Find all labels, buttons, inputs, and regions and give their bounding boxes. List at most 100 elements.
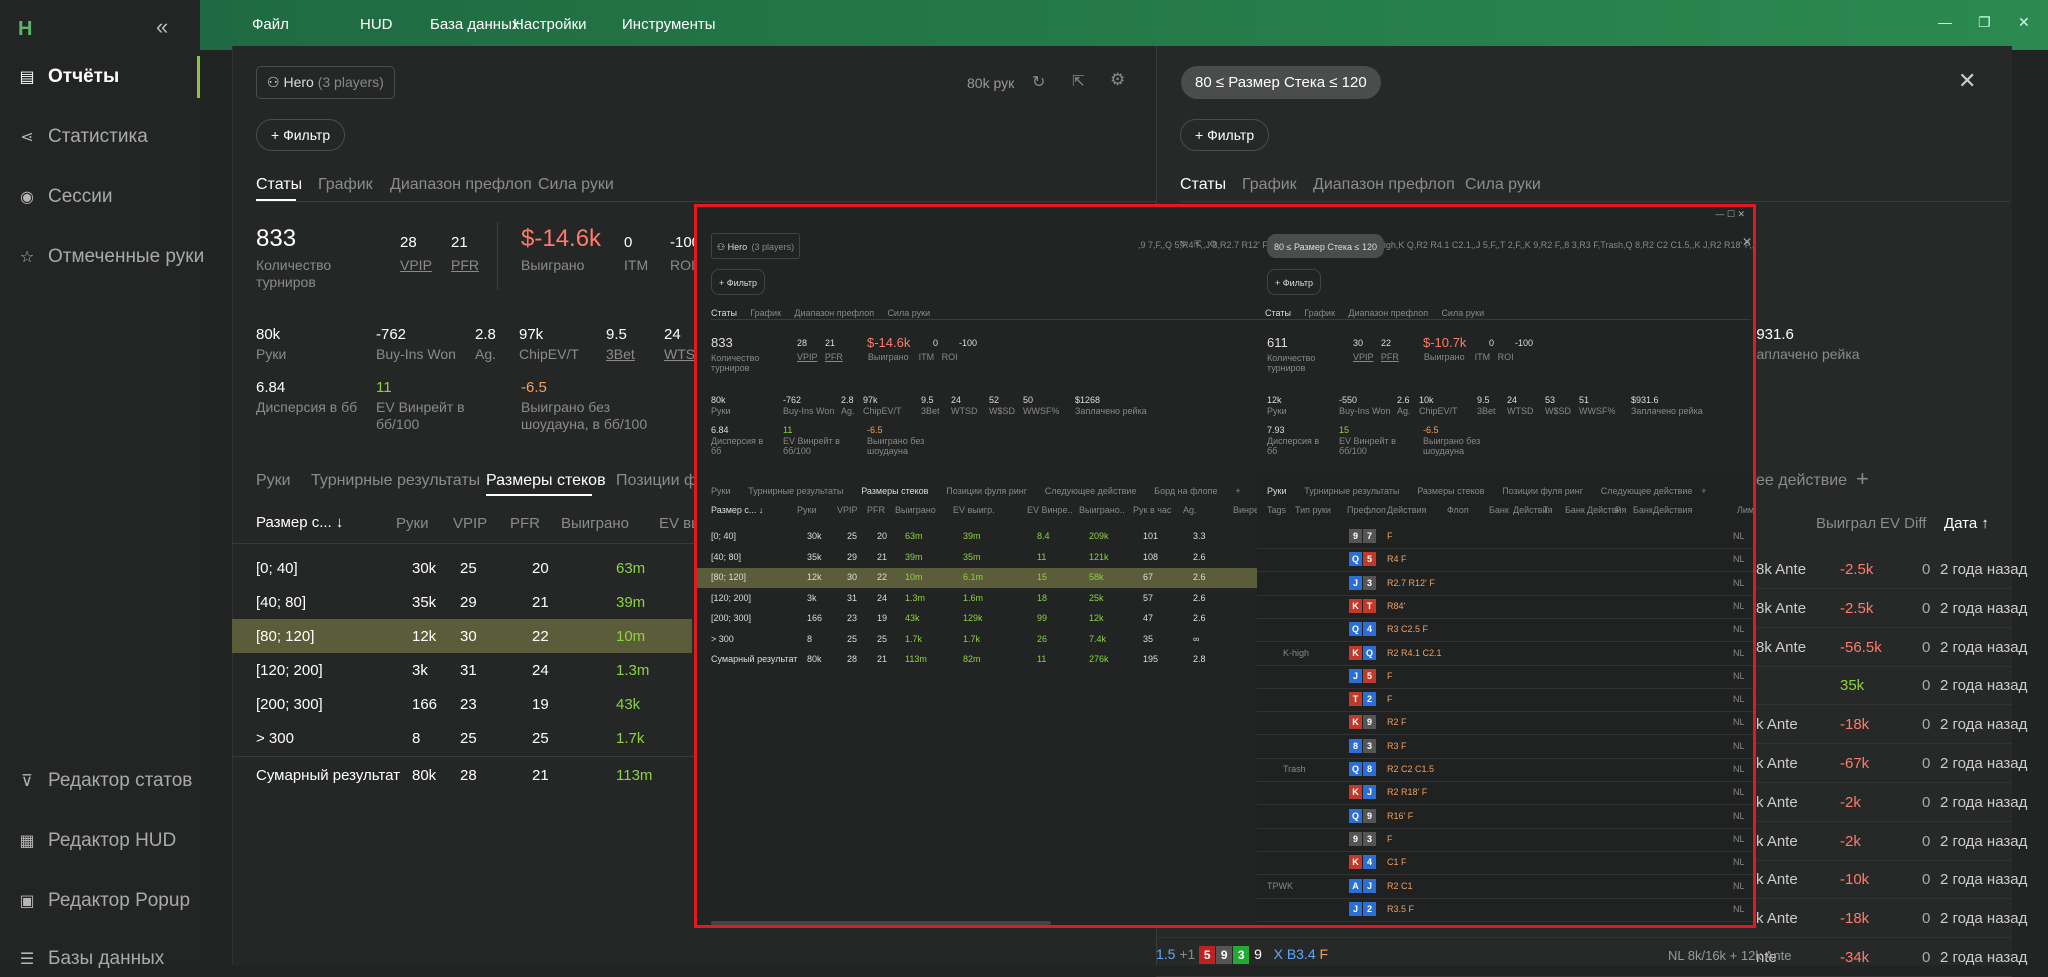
rake-value: $931.6 <box>1748 326 1794 343</box>
inset-cell: 47 <box>1143 613 1154 623</box>
inset-cell: 63m <box>905 531 923 541</box>
player-selector[interactable]: ⚇ Hero (3 players) <box>256 66 395 99</box>
collapse-sidebar-icon[interactable]: « <box>156 14 169 39</box>
menu-file[interactable]: Файл <box>252 16 289 33</box>
embedded-screenshot: — ☐ ✕ ⚇ Hero (3 players) ,9 7,F,,Q 5,R4 … <box>694 204 1756 928</box>
inset-cell: 11 <box>1037 551 1047 562</box>
tab-hand-strength-right[interactable]: Сила руки <box>1465 176 1541 193</box>
table-row[interactable]: [120; 200] 3k 31 24 1.3m <box>256 662 650 679</box>
minimize-icon[interactable]: — <box>1938 14 1952 30</box>
col-hands[interactable]: Руки <box>396 515 429 532</box>
inset-hand-row <box>1257 597 1753 619</box>
table-row[interactable]: [40; 80] 35k 29 21 39m <box>256 594 646 611</box>
nav-item-reports[interactable]: ▤ Отчёты <box>16 66 119 88</box>
hand-cell: 2 года назад <box>1940 949 2028 966</box>
inset-limit: NL <box>1733 600 1745 611</box>
table-row[interactable]: > 300 8 25 25 1.7k <box>256 730 645 747</box>
hand-cell: k Ante <box>1756 793 1798 811</box>
inset-cell: 3k <box>807 592 817 603</box>
nav-item-stat-editor[interactable]: ⊽ Редактор статов <box>16 770 192 792</box>
inset-preflop-action: R3.5 F <box>1387 903 1415 914</box>
subtab-positions[interactable]: Позиции фу <box>616 472 705 489</box>
col-won[interactable]: Выиграно <box>561 515 629 532</box>
inset-cell: 209k <box>1089 531 1109 541</box>
col-stack-size[interactable]: Размер с... ↓ <box>256 514 344 531</box>
tab-hand-strength[interactable]: Сила руки <box>538 176 614 193</box>
menu-settings[interactable]: Настройки <box>513 16 587 33</box>
col-winnings[interactable]: Выиграл <box>1816 515 1877 532</box>
nav-item-sessions[interactable]: ◉ Сессии <box>16 186 113 208</box>
hand-row[interactable]: k Ante -18k 0 2 года назад <box>1156 900 2027 939</box>
subtab-tournament-results[interactable]: Турнирные результаты <box>311 472 481 489</box>
table-row-selected[interactable]: [80; 120] 12k 30 22 10m <box>232 619 692 653</box>
col-pfr[interactable]: PFR <box>510 515 540 532</box>
nav-item-statistics[interactable]: ⋖ Статистика <box>16 126 148 148</box>
inset-stat-value: 7.93 <box>1267 425 1285 435</box>
inset-cell: 8.4 <box>1037 531 1050 541</box>
menu-hud[interactable]: HUD <box>360 16 393 33</box>
inset-cell: 21 <box>877 551 888 562</box>
active-filter-pill[interactable]: 80 ≤ Размер Стека ≤ 120 <box>1181 66 1381 99</box>
inset-stat-label: ChipEV/T <box>863 406 902 416</box>
hand-row[interactable]: 8k Ante -2.5k 0 2 года назад <box>1156 590 2027 628</box>
settings-icon[interactable]: ⚙ <box>1110 70 1126 89</box>
tab-stats[interactable]: Статы <box>256 176 303 193</box>
menu-database[interactable]: База данных <box>430 16 520 33</box>
inset-cell: Сумарный результат <box>711 654 798 664</box>
subtab-next-action-right[interactable]: ее действие <box>1756 472 1848 489</box>
col-ev-diff[interactable]: EV Diff <box>1880 515 1927 532</box>
stat-buyins-label: Buy-Ins Won <box>376 346 456 362</box>
col-vpip[interactable]: VPIP <box>453 515 488 532</box>
add-filter-button-right[interactable]: + Фильтр <box>1180 119 1270 151</box>
hand-cell: -56.5k <box>1840 638 1882 656</box>
inset-card: 5 <box>1363 552 1376 567</box>
add-tab-icon[interactable]: + <box>1856 466 1869 491</box>
inset-stat-value: 24 <box>1507 395 1518 405</box>
subtab-stack-sizes[interactable]: Размеры стеков <box>486 472 606 489</box>
nav-item-databases[interactable]: ☰ Базы данных <box>16 948 164 970</box>
inset-stat-value: 12k <box>1267 395 1282 405</box>
inset-col-header: EV Винре.. <box>1027 505 1073 515</box>
nav-item-marked-hands[interactable]: ☆ Отмеченные руки <box>16 246 204 268</box>
inset-stat-label: Заплачено рейка <box>1631 406 1703 416</box>
hands-count: 80k рук <box>967 75 1015 91</box>
inset-stat-label: Выиграно без шоудауна <box>1423 436 1481 456</box>
inset-card: 8 <box>1363 762 1376 776</box>
inset-stat-value: 80k <box>711 395 726 405</box>
hand-cell: nte <box>1756 949 1777 966</box>
close-window-icon[interactable]: ✕ <box>2018 14 2030 30</box>
nav-item-hud-editor[interactable]: ▦ Редактор HUD <box>16 830 176 852</box>
col-date[interactable]: Дата ↑ <box>1944 515 1989 532</box>
tab-graph-right[interactable]: График <box>1242 176 1297 193</box>
inset-cell: 25 <box>847 531 858 541</box>
pfr-label[interactable]: PFR <box>451 257 479 273</box>
maximize-icon[interactable]: ❐ <box>1978 14 1991 30</box>
subtab-hands[interactable]: Руки <box>256 472 291 489</box>
menu-tools[interactable]: Инструменты <box>622 16 716 33</box>
tab-stats-right[interactable]: Статы <box>1180 176 1227 193</box>
inset-cell: 25 <box>877 633 888 644</box>
tab-preflop-range-right[interactable]: Диапазон префлоп <box>1313 176 1455 193</box>
vpip-label[interactable]: VPIP <box>400 257 432 273</box>
table-row[interactable]: [0; 40] 30k 25 20 63m <box>256 560 646 577</box>
tab-graph[interactable]: График <box>318 176 373 193</box>
inset-limit: NL <box>1733 857 1745 868</box>
tab-preflop-range[interactable]: Диапазон префлоп <box>390 176 532 193</box>
inset-card: Q <box>1363 645 1376 660</box>
add-filter-button[interactable]: + Фильтр <box>256 119 346 151</box>
inset-card: 4 <box>1363 622 1376 637</box>
hand-cell: -18k <box>1840 910 1870 928</box>
stat-3bet-label[interactable]: 3Bet <box>606 346 635 362</box>
table-row[interactable]: [200; 300] 166 23 19 43k <box>256 696 641 713</box>
inset-card: J <box>1349 668 1362 683</box>
close-pane-icon[interactable]: ✕ <box>1958 68 1977 93</box>
export-icon[interactable]: ⇱ <box>1072 73 1085 90</box>
hand-cell: -2k <box>1840 832 1861 850</box>
col-ev-won[interactable]: EV вы <box>659 515 702 532</box>
inset-stat-label: Заплачено рейка <box>1075 406 1147 416</box>
refresh-icon[interactable]: ↻ <box>1032 74 1046 91</box>
inset-cell: 39m <box>963 531 981 541</box>
nav-item-popup-editor[interactable]: ▣ Редактор Popup <box>16 890 190 912</box>
inset-col-header: Ag. <box>1183 505 1197 515</box>
